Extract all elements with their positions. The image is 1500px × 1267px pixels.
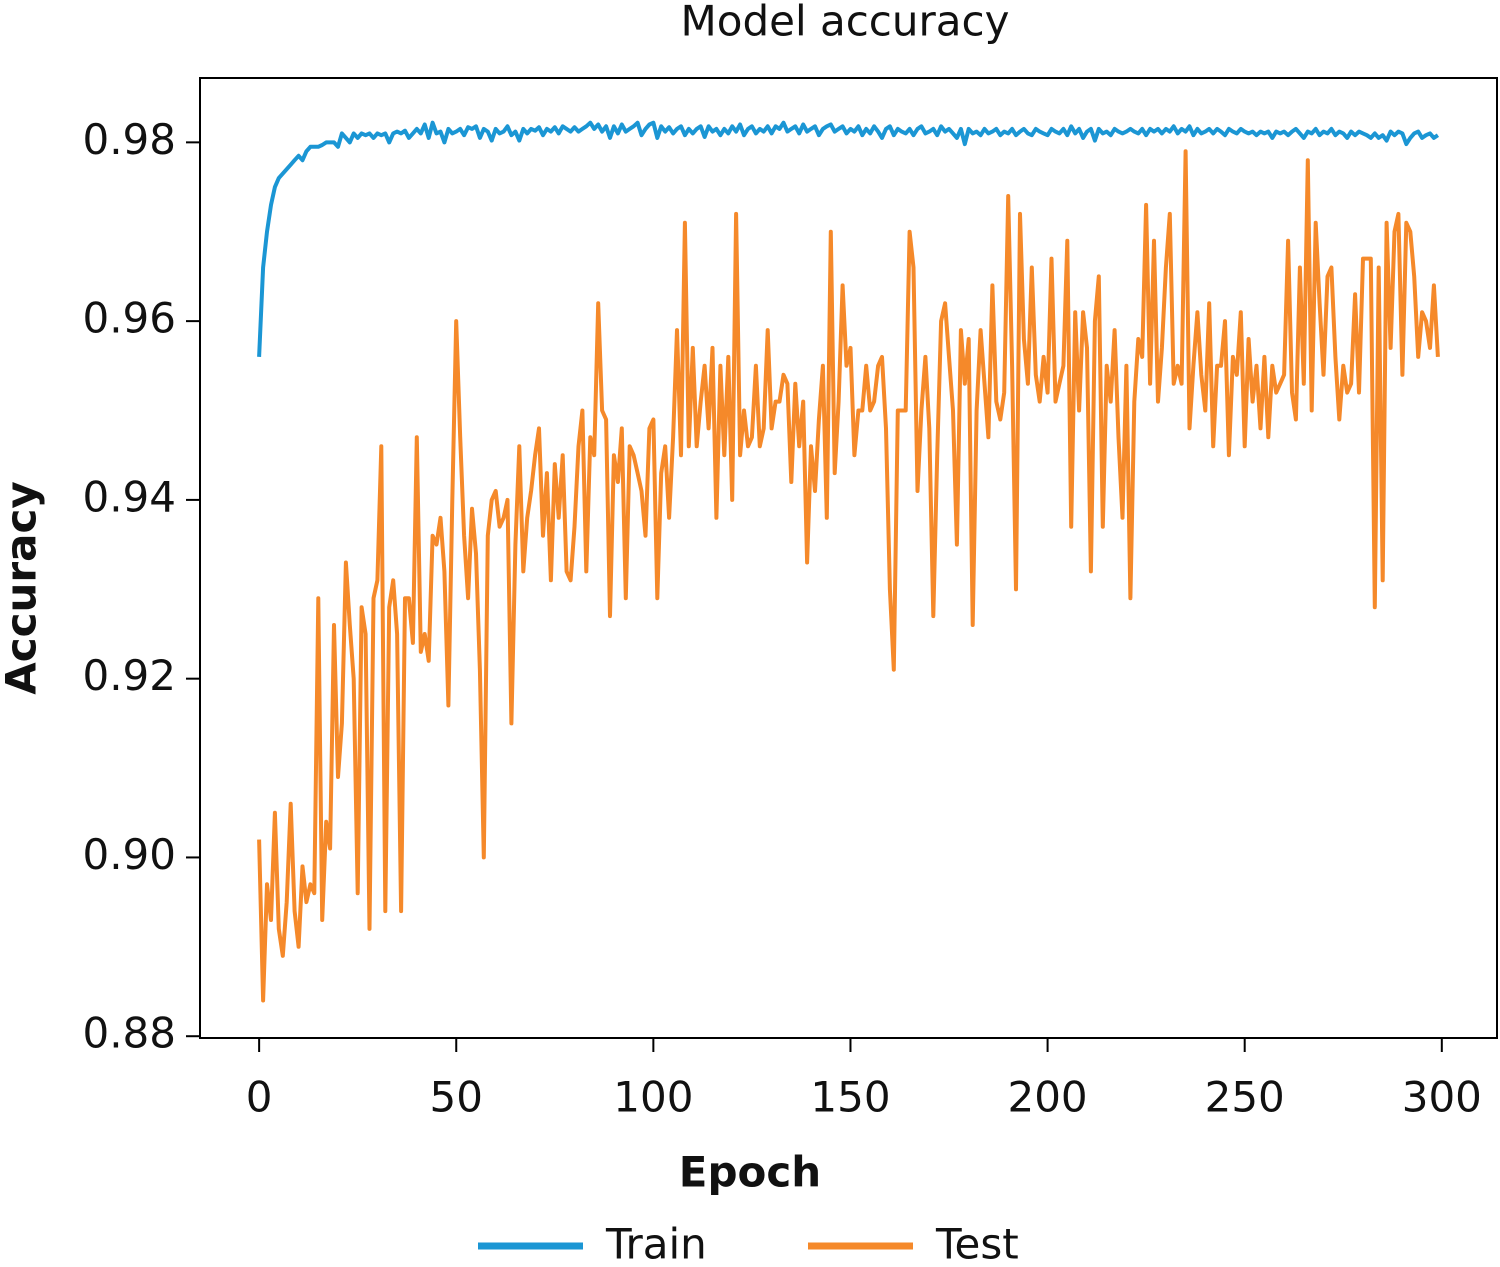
- y-tick-label: 0.92: [82, 651, 176, 700]
- y-tick-label: 0.94: [82, 472, 176, 521]
- y-tick-label: 0.96: [82, 294, 176, 343]
- y-tick-label: 0.88: [82, 1009, 176, 1058]
- x-tick-label: 50: [430, 1073, 483, 1122]
- chart-title: Model accuracy: [681, 0, 1010, 46]
- x-axis-label: Epoch: [679, 1148, 821, 1197]
- x-tick-label: 300: [1402, 1073, 1482, 1122]
- y-axis-label: Accuracy: [0, 481, 46, 695]
- x-tick-label: 200: [1007, 1073, 1087, 1122]
- plot-frame: [199, 77, 1498, 1039]
- series-line: [257, 120, 1440, 357]
- legend-label: Test: [935, 1220, 1019, 1267]
- legend-label: Train: [605, 1220, 707, 1267]
- y-tick-label: 0.98: [82, 115, 176, 164]
- y-tick-label: 0.90: [82, 830, 176, 879]
- x-tick-label: 150: [810, 1073, 890, 1122]
- x-tick-label: 0: [246, 1073, 273, 1122]
- x-tick-label: 250: [1205, 1073, 1285, 1122]
- series-line: [257, 149, 1440, 1003]
- x-tick-label: 100: [613, 1073, 693, 1122]
